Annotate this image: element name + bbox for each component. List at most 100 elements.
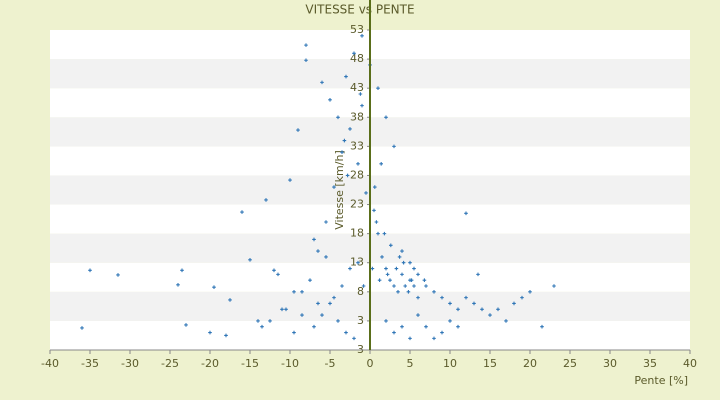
scatter-point — [268, 319, 272, 323]
x-axis-title: Pente [%] — [634, 374, 688, 387]
scatter-point — [324, 220, 328, 224]
scatter-point — [400, 272, 404, 277]
x-tick-label: -25 — [161, 357, 179, 370]
scatter-point — [480, 307, 484, 312]
scatter-point — [345, 173, 350, 178]
scatter-point — [300, 313, 304, 317]
scatter-point — [456, 307, 460, 312]
scatter-point — [504, 319, 508, 323]
scatter-point — [352, 51, 356, 56]
scatter-point — [432, 290, 436, 294]
scatter-point — [224, 333, 228, 338]
chart-title: VITESSE vs PENTE — [305, 3, 414, 17]
scatter-point — [284, 307, 288, 312]
scatter-point — [364, 191, 368, 195]
scatter-point — [348, 266, 352, 271]
scatter-point — [304, 58, 308, 63]
scatter-point — [360, 34, 364, 38]
scatter-point — [344, 330, 348, 335]
y-tick-label: 33 — [350, 139, 364, 152]
scatter-point — [312, 324, 316, 329]
scatter-point — [424, 284, 428, 288]
scatter-point — [520, 295, 524, 300]
scatter-point — [324, 255, 328, 259]
scatter-point — [320, 313, 324, 317]
scatter-point — [180, 268, 184, 273]
scatter-point — [248, 258, 252, 262]
y-tick-label: 48 — [350, 52, 364, 65]
scatter-point — [358, 92, 363, 96]
y-tick-label: 28 — [350, 168, 364, 181]
scatter-point — [376, 231, 380, 236]
scatter-point — [401, 260, 406, 265]
scatter-point — [464, 295, 468, 300]
scatter-point — [336, 319, 340, 323]
scatter-point — [409, 278, 414, 282]
scatter-point — [308, 278, 312, 282]
x-tick-label: 0 — [367, 357, 374, 370]
scatter-point — [392, 284, 396, 288]
y-tick-label: 38 — [350, 110, 364, 123]
scatter-point — [552, 284, 556, 288]
scatter-point — [496, 307, 500, 312]
x-tick-label: -30 — [121, 357, 139, 370]
scatter-point — [472, 301, 476, 306]
scatter-point — [332, 185, 336, 189]
x-tick-label: 35 — [643, 357, 657, 370]
x-tick-label: 5 — [407, 357, 414, 370]
y-tick-label: 18 — [350, 227, 364, 240]
scatter-point — [372, 208, 376, 213]
scatter-point — [176, 283, 180, 287]
scatter-point — [316, 301, 320, 306]
scatter-point — [424, 324, 428, 329]
scatter-point — [212, 285, 216, 289]
scatter-point — [316, 249, 320, 253]
scatter-point — [400, 249, 404, 253]
scatter-point — [373, 185, 377, 189]
scatter-point — [272, 268, 276, 273]
scatter-point — [370, 266, 375, 271]
scatter-point — [440, 330, 444, 335]
scatter-point — [392, 144, 396, 149]
scatter-point — [336, 115, 340, 120]
x-tick-label: 20 — [523, 357, 537, 370]
y-tick-label: 23 — [350, 198, 364, 211]
scatter-point — [422, 278, 427, 282]
scatter-point — [389, 243, 393, 248]
scatter-point — [512, 301, 516, 306]
scatter-point — [332, 295, 336, 300]
y-tick-label: 43 — [350, 81, 364, 94]
scatter-point — [448, 319, 452, 323]
scatter-point — [260, 324, 264, 329]
x-tick-label: 10 — [443, 357, 457, 370]
scatter-point — [374, 220, 379, 224]
scatter-point — [376, 86, 380, 90]
scatter-point — [320, 80, 324, 85]
scatter-point — [464, 211, 468, 216]
scatter-point — [228, 298, 232, 302]
scatter-point — [340, 150, 344, 154]
scatter-point — [406, 290, 411, 294]
scatter-point — [312, 237, 316, 242]
x-tick-label: 25 — [563, 357, 577, 370]
scatter-point — [116, 273, 120, 277]
scatter-point — [328, 301, 332, 306]
scatter-point — [379, 162, 383, 166]
scatter-point — [540, 324, 544, 329]
scatter-point — [240, 210, 244, 214]
scatter-point — [400, 324, 404, 329]
x-tick-label: -40 — [41, 357, 59, 370]
y-tick-label: 8 — [357, 285, 364, 298]
x-tick-label: 40 — [683, 357, 697, 370]
scatter-point — [384, 266, 388, 271]
x-tick-label: 15 — [483, 357, 497, 370]
scatter-point — [352, 336, 356, 341]
scatter-point — [344, 74, 348, 79]
scatter-point — [304, 43, 308, 47]
y-axis-title: Vitesse [km/h] — [333, 150, 346, 230]
scatter-point — [385, 272, 390, 277]
scatter-point — [184, 323, 188, 327]
scatter-point — [292, 330, 296, 335]
scatter-point — [382, 231, 387, 236]
